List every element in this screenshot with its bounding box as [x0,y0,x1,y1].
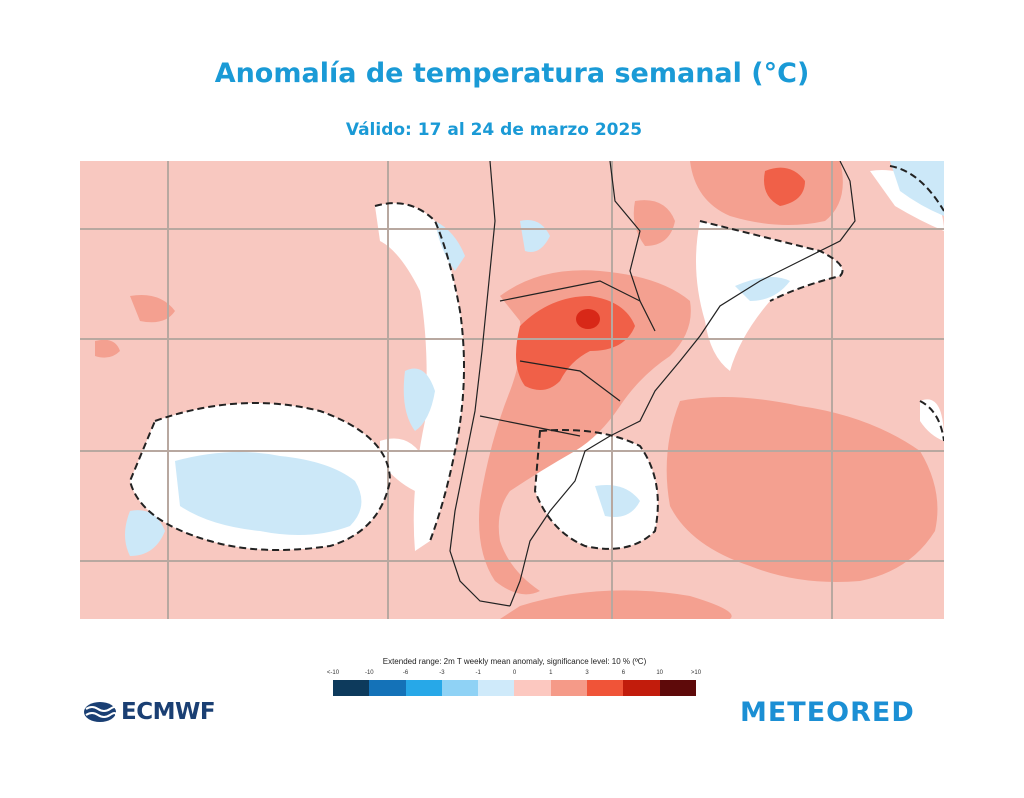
legend-swatch [587,680,624,696]
ecmwf-wave-icon [84,702,117,722]
legend-tick: 1 [549,670,553,676]
coastlines [449,161,856,607]
ecmwf-logo: ECMWF [83,699,216,725]
legend-swatch [659,680,696,696]
legend-color-bar [333,680,696,696]
temperature-anomaly-map [80,161,944,619]
legend-tick: >10 [690,670,702,676]
legend-swatch [441,680,479,696]
legend-tick: -10 [364,670,374,676]
legend-ticks: <-10 -10 -6 -3 -1 0 1 3 6 10 >10 [327,670,701,680]
legend-tick: 3 [585,670,589,676]
page-title: Anomalía de temperatura semanal (°C) [214,58,810,89]
legend-tick: 0 [512,670,517,676]
meteored-logo: METEORED [740,697,915,728]
legend-tick: -1 [475,670,481,676]
cool-areas [125,161,944,556]
legend-swatch [550,680,588,696]
legend-tick: 6 [621,670,626,676]
legend-swatch [478,680,515,696]
legend-swatch [514,680,551,696]
legend-caption: Extended range: 2m T weekly mean anomaly… [382,657,647,666]
legend-swatch [405,680,442,696]
legend-swatch [623,680,660,696]
legend-swatch [369,680,406,696]
legend-tick: -3 [439,670,445,676]
legend-tick: <-10 [326,670,340,676]
ecmwf-logo-text: ECMWF [121,699,216,725]
legend-tick: -6 [402,670,409,676]
strong-warm-areas [516,167,805,390]
validity-date: Válido: 17 al 24 de marzo 2025 [345,120,643,140]
significance-contours [128,165,944,551]
gridlines [80,161,944,619]
extreme-warm-core [576,309,600,329]
legend-tick: 10 [656,670,664,676]
legend-swatch [333,680,370,696]
